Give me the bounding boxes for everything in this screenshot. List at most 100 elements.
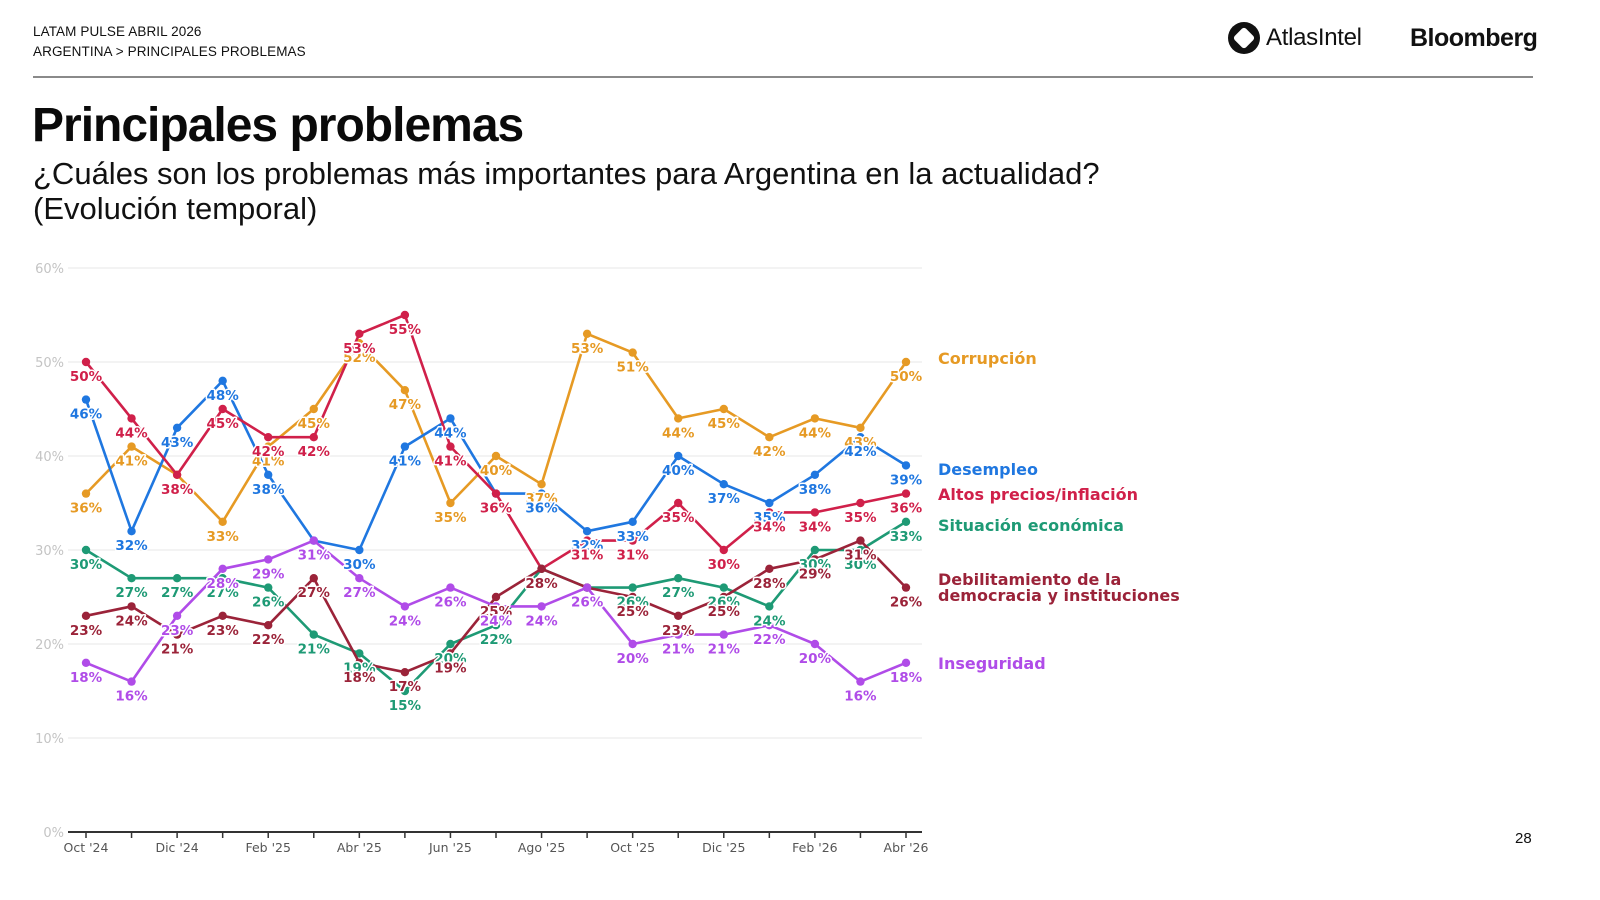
data-label-inseguridad: 23% bbox=[161, 623, 194, 639]
data-label-situacion-economica: 33% bbox=[890, 529, 923, 545]
data-point-inseguridad bbox=[901, 658, 911, 667]
data-label-debilitamiento-de-la-democracia-y-instituciones: 23% bbox=[662, 623, 695, 639]
data-label-corrupcion: 44% bbox=[662, 425, 695, 441]
data-label-altos-precios-inflacion: 50% bbox=[70, 369, 103, 385]
data-label-altos-precios-inflacion: 34% bbox=[799, 519, 832, 535]
data-label-inseguridad: 24% bbox=[525, 613, 558, 629]
data-label-debilitamiento-de-la-democracia-y-instituciones: 27% bbox=[298, 585, 331, 601]
data-label-desempleo: 39% bbox=[890, 472, 923, 488]
data-label-inseguridad: 28% bbox=[207, 576, 240, 592]
data-point-corrupcion bbox=[856, 423, 865, 432]
data-point-inseguridad bbox=[537, 602, 546, 611]
data-point-debilitamiento-de-la-democracia-y-instituciones bbox=[537, 564, 546, 573]
data-label-altos-precios-inflacion: 42% bbox=[298, 444, 331, 460]
subtitle-note: (Evolución temporal) bbox=[33, 191, 318, 226]
x-tick-label: Abr '26 bbox=[884, 840, 929, 855]
legend-label: Corrupción bbox=[938, 349, 1037, 368]
data-point-corrupcion bbox=[674, 414, 683, 423]
data-label-corrupcion: 41% bbox=[115, 454, 148, 470]
data-point-corrupcion bbox=[127, 442, 136, 451]
data-label-debilitamiento-de-la-democracia-y-instituciones: 31% bbox=[844, 548, 877, 564]
data-point-desempleo bbox=[628, 517, 637, 526]
data-label-inseguridad: 24% bbox=[480, 613, 513, 629]
legend-item-corrupcion: Corrupción bbox=[938, 349, 1037, 368]
data-point-inseguridad bbox=[628, 639, 637, 649]
page-number: 28 bbox=[1515, 830, 1532, 847]
data-label-situacion-economica: 26% bbox=[708, 595, 741, 611]
data-label-desempleo: 42% bbox=[844, 444, 877, 460]
data-label-situacion-economica: 26% bbox=[617, 595, 650, 611]
data-label-debilitamiento-de-la-democracia-y-instituciones: 25% bbox=[480, 604, 513, 620]
data-point-debilitamiento-de-la-democracia-y-instituciones bbox=[765, 564, 774, 573]
page-title: Principales problemas bbox=[32, 99, 524, 152]
data-point-corrupcion bbox=[810, 414, 820, 423]
data-label-corrupcion: 37% bbox=[525, 491, 558, 507]
data-point-altos-precios-inflacion bbox=[400, 310, 410, 320]
data-label-inseguridad: 26% bbox=[434, 595, 467, 611]
legend-item-altos-precios-inflacion: Altos precios/inflación bbox=[938, 485, 1138, 504]
y-tick-label: 50% bbox=[35, 356, 64, 371]
series-lines bbox=[81, 310, 911, 696]
data-point-corrupcion bbox=[218, 517, 227, 526]
data-point-altos-precios-inflacion bbox=[582, 536, 592, 545]
data-point-debilitamiento-de-la-democracia-y-instituciones bbox=[856, 536, 865, 545]
data-point-situacion-economica bbox=[446, 639, 455, 649]
data-label-desempleo: 32% bbox=[571, 538, 604, 554]
data-label-desempleo: 36% bbox=[480, 501, 513, 517]
data-point-corrupcion bbox=[446, 498, 455, 508]
data-label-corrupcion: 45% bbox=[708, 416, 741, 432]
legend-item-inseguridad: Inseguridad bbox=[938, 654, 1046, 673]
data-label-inseguridad: 20% bbox=[617, 651, 650, 667]
data-point-corrupcion bbox=[582, 329, 592, 338]
data-point-situacion-economica bbox=[81, 545, 91, 555]
data-point-corrupcion bbox=[491, 451, 501, 461]
data-point-inseguridad bbox=[355, 574, 364, 583]
data-point-altos-precios-inflacion bbox=[674, 498, 683, 508]
data-label-inseguridad: 31% bbox=[298, 548, 331, 564]
data-label-inseguridad: 21% bbox=[662, 642, 695, 658]
breadcrumb: ARGENTINA > PRINCIPALES PROBLEMAS bbox=[33, 44, 306, 59]
data-label-desempleo: 31% bbox=[298, 548, 331, 564]
data-labels: 36% 41% 38% 33% 41% 45% 52% 47% 35% 40% 37% 53% 51% 4… bbox=[68, 321, 924, 716]
data-label-corrupcion: 38% bbox=[161, 482, 194, 498]
data-label-inseguridad: 16% bbox=[115, 689, 148, 705]
data-point-altos-precios-inflacion bbox=[264, 433, 273, 442]
data-label-corrupcion: 36% bbox=[70, 501, 103, 517]
data-point-altos-precios-inflacion bbox=[172, 470, 182, 479]
data-label-desempleo: 33% bbox=[617, 529, 650, 545]
chart-legend: Corrupción Desempleo Altos precios/inflaci… bbox=[938, 349, 1180, 673]
legend-label: Situación económica bbox=[938, 516, 1124, 535]
data-point-altos-precios-inflacion bbox=[309, 433, 318, 442]
data-point-altos-precios-inflacion bbox=[81, 357, 91, 367]
data-label-altos-precios-inflacion: 31% bbox=[571, 548, 604, 564]
data-point-corrupcion bbox=[264, 442, 273, 451]
data-point-desempleo bbox=[537, 489, 546, 498]
data-label-debilitamiento-de-la-democracia-y-instituciones: 22% bbox=[252, 632, 285, 648]
data-point-inseguridad bbox=[491, 602, 501, 611]
data-point-corrupcion bbox=[765, 433, 774, 442]
data-point-inseguridad bbox=[218, 564, 227, 573]
data-label-situacion-economica: 24% bbox=[753, 613, 786, 629]
data-label-situacion-economica: 28% bbox=[525, 576, 558, 592]
data-label-situacion-economica: 15% bbox=[389, 698, 422, 714]
y-tick-label: 0% bbox=[43, 826, 64, 841]
data-label-debilitamiento-de-la-democracia-y-instituciones: 23% bbox=[70, 623, 103, 639]
atlasintel-logo-text: AtlasIntel bbox=[1266, 24, 1362, 51]
data-point-debilitamiento-de-la-democracia-y-instituciones bbox=[172, 630, 182, 639]
data-label-inseguridad: 16% bbox=[844, 689, 877, 705]
data-point-inseguridad bbox=[674, 630, 683, 639]
data-label-situacion-economica: 21% bbox=[298, 642, 331, 658]
data-point-situacion-economica bbox=[810, 545, 820, 555]
data-point-altos-precios-inflacion bbox=[355, 329, 364, 338]
data-label-situacion-economica: 27% bbox=[115, 585, 148, 601]
data-label-corrupcion: 52% bbox=[343, 350, 376, 366]
data-label-corrupcion: 42% bbox=[753, 444, 786, 460]
data-point-debilitamiento-de-la-democracia-y-instituciones bbox=[628, 592, 637, 602]
data-label-debilitamiento-de-la-democracia-y-instituciones: 25% bbox=[617, 604, 650, 620]
data-point-situacion-economica bbox=[628, 583, 637, 592]
data-point-situacion-economica bbox=[719, 583, 728, 592]
data-label-altos-precios-inflacion: 38% bbox=[161, 482, 194, 498]
data-point-altos-precios-inflacion bbox=[446, 442, 455, 451]
